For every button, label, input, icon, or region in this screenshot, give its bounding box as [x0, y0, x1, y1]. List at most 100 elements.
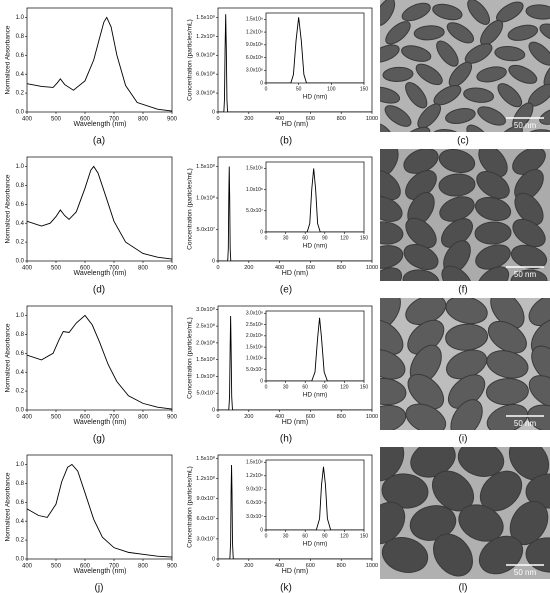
particle — [432, 129, 463, 132]
x-tick-label: 120 — [340, 384, 349, 390]
y-tick-label: 0 — [260, 229, 263, 235]
y-tick-label: 1.5x10⁸ — [196, 455, 215, 462]
particle — [380, 447, 405, 482]
y-tick-label: 1.0 — [16, 15, 25, 21]
particle — [497, 83, 523, 108]
y-tick-label: 3.0x10⁷ — [196, 535, 215, 542]
particle — [436, 40, 459, 67]
x-tick-label: 800 — [337, 116, 346, 122]
plot-frame — [26, 305, 173, 411]
particle — [487, 320, 527, 354]
y-tick-label: 1.2x10⁹ — [246, 29, 263, 35]
scale-bar-label: 50 nm — [514, 270, 537, 279]
y-tick-label: 1.5x10⁸ — [246, 344, 263, 350]
y-axis-label: Concentration (particles/mL) — [187, 168, 194, 250]
y-tick-label: 1.5x10⁸ — [246, 166, 263, 172]
y-tick-label: 9.0x10⁷ — [196, 495, 215, 502]
data-line — [218, 14, 372, 112]
x-tick-label: 600 — [306, 563, 315, 569]
y-tick-label: 6.0x10⁸ — [196, 71, 215, 78]
particle — [467, 0, 490, 25]
x-tick-label: 600 — [306, 265, 315, 271]
x-tick-label: 400 — [22, 564, 33, 570]
particle — [476, 266, 510, 281]
y-tick-label: 1.5x10⁹ — [196, 14, 215, 21]
x-tick-label: 60 — [302, 384, 308, 390]
particle — [476, 66, 507, 83]
particle — [514, 192, 544, 226]
particle — [441, 265, 473, 281]
x-tick-label: 0 — [216, 563, 219, 569]
particle — [525, 537, 550, 573]
y-tick-label: 3.0x10⁸ — [246, 68, 263, 74]
y-tick-label: 0.4 — [16, 370, 25, 376]
y-tick-label: 0.0 — [16, 259, 25, 265]
particle — [438, 149, 476, 174]
y-tick-label: 0.4 — [16, 72, 25, 78]
x-tick-label: 200 — [244, 563, 253, 569]
y-tick-label: 1.0x10⁸ — [196, 373, 215, 380]
y-tick-label: 1.0x10⁸ — [246, 187, 263, 193]
particle — [380, 377, 407, 406]
y-tick-label: 1.0 — [16, 462, 25, 468]
x-tick-label: 400 — [275, 563, 284, 569]
y-tick-label: 1.5x10⁸ — [196, 356, 215, 363]
x-tick-label: 120 — [340, 235, 349, 241]
y-tick-label: 9.0x10⁸ — [246, 42, 263, 48]
particle — [433, 533, 473, 577]
particle — [433, 85, 462, 106]
x-tick-label: 90 — [322, 533, 328, 539]
x-tick-label: 0 — [216, 414, 219, 420]
panel-label: (j) — [95, 583, 104, 593]
y-tick-label: 1.0 — [16, 313, 25, 319]
y-tick-label: 2.5x10⁸ — [196, 323, 215, 330]
particle — [463, 87, 495, 103]
inset-x-axis-label: HD (nm) — [303, 94, 328, 101]
x-tick-label: 600 — [80, 564, 91, 570]
x-tick-label: 600 — [80, 117, 91, 123]
x-tick-label: 30 — [283, 533, 289, 539]
tem-image — [380, 298, 550, 430]
y-tick-label: 0.2 — [16, 240, 25, 246]
particle — [496, 125, 523, 132]
x-tick-label: 150 — [360, 86, 369, 92]
y-axis-label: Concentration (particles/mL) — [187, 466, 194, 548]
particle — [380, 149, 399, 179]
x-tick-label: 900 — [167, 117, 178, 123]
x-tick-label: 800 — [337, 563, 346, 569]
y-tick-label: 1.5x10⁹ — [246, 17, 263, 23]
panel-label: (e) — [280, 285, 292, 296]
plot-frame — [265, 161, 365, 233]
particle — [380, 267, 403, 281]
particle — [417, 103, 442, 129]
y-axis-label: Normalized Absorbance — [5, 174, 12, 243]
x-tick-label: 700 — [109, 415, 120, 421]
particle — [525, 4, 550, 20]
y-tick-label: 6.0x10⁸ — [246, 55, 263, 61]
y-tick-label: 1.2x10⁸ — [246, 473, 263, 479]
x-axis-label: HD (nm) — [282, 270, 308, 277]
x-tick-label: 400 — [22, 266, 33, 272]
x-tick-label: 90 — [322, 384, 328, 390]
particle — [525, 129, 550, 132]
particle — [474, 221, 512, 245]
panel-label: (b) — [280, 136, 292, 147]
panel-label: (i) — [459, 434, 468, 445]
x-tick-label: 400 — [275, 265, 284, 271]
x-tick-label: 0 — [265, 533, 268, 539]
plot-frame — [265, 459, 365, 531]
particle — [380, 319, 404, 355]
y-tick-label: 9.0x10⁸ — [196, 52, 215, 59]
x-tick-label: 600 — [80, 415, 91, 421]
x-tick-label: 150 — [360, 235, 369, 241]
x-tick-label: 150 — [360, 533, 369, 539]
particle — [510, 269, 548, 281]
y-tick-label: 5.0x10⁷ — [196, 390, 215, 397]
plot-frame — [26, 156, 173, 262]
particle — [528, 41, 550, 66]
data-line — [218, 465, 372, 559]
inset-x-axis-label: HD (nm) — [303, 541, 328, 548]
y-tick-label: 0.2 — [16, 91, 25, 97]
x-tick-label: 700 — [109, 266, 120, 272]
particle — [476, 171, 510, 199]
